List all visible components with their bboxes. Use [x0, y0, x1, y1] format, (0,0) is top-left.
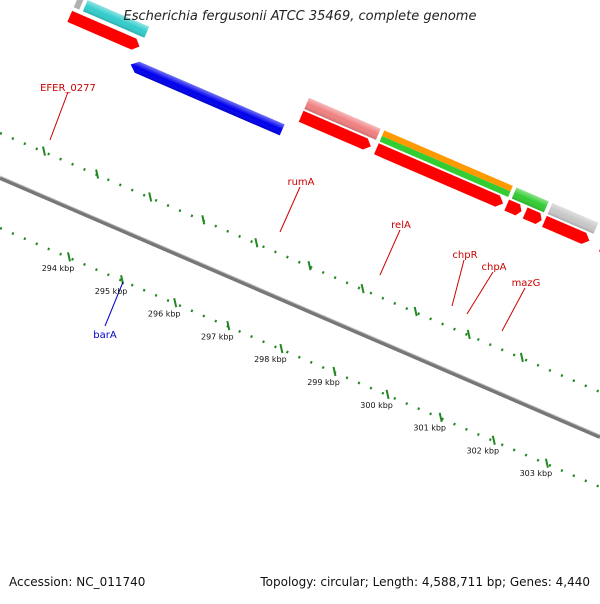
major-tick — [254, 238, 259, 248]
red-arrow-3[interactable] — [374, 143, 505, 209]
feature-rela-green[interactable] — [379, 135, 511, 197]
major-ticks — [42, 146, 549, 468]
scale-label: 299 kbp — [307, 378, 340, 387]
major-tick — [279, 343, 284, 354]
accession-text: Accession: NC_011740 — [9, 575, 146, 589]
scale-label: 295 kbp — [95, 287, 128, 296]
scale-label: 298 kbp — [254, 355, 287, 364]
scale-label: 303 kbp — [520, 469, 553, 478]
scale-labels: 294 kbp 295 kbp 296 kbp 297 kbp 298 kbp 299 k… — [42, 264, 553, 478]
red-arrow-6[interactable] — [542, 215, 592, 246]
major-tick — [173, 297, 178, 308]
leader-ruma — [279, 186, 301, 233]
page-title: Escherichia fergusonii ATCC 35469, compl… — [123, 9, 477, 24]
genome-backbone-highlight — [0, 175, 600, 436]
leader-chpa — [466, 271, 494, 315]
scale-label: 300 kbp — [360, 401, 393, 410]
leader-efer0277 — [49, 91, 69, 141]
feature-rela-orange[interactable] — [381, 130, 513, 192]
red-arrow-1[interactable] — [67, 10, 142, 52]
major-tick — [307, 260, 312, 271]
major-tick — [413, 306, 418, 317]
major-tick — [332, 366, 337, 377]
genome-summary-text: Topology: circular; Length: 4,588,711 bp… — [260, 575, 590, 589]
major-tick — [67, 252, 71, 262]
inner-tick-track — [0, 226, 600, 489]
label-efer0277[interactable]: EFER_0277 — [40, 83, 96, 94]
label-bara[interactable]: barA — [93, 330, 117, 341]
scale-label: 296 kbp — [148, 310, 181, 319]
label-mazg[interactable]: mazG — [512, 278, 541, 289]
outer-tick-track — [0, 131, 600, 394]
major-tick — [519, 352, 524, 363]
feature-gray-left[interactable] — [73, 0, 84, 10]
major-tick — [360, 283, 365, 294]
major-tick — [491, 435, 496, 445]
scale-label: 302 kbp — [466, 446, 499, 455]
leader-mazg — [501, 287, 526, 332]
major-tick — [95, 169, 100, 179]
genome-backbone — [0, 176, 600, 439]
label-chpa[interactable]: chpA — [481, 262, 506, 273]
major-tick — [466, 329, 471, 340]
major-tick — [148, 192, 153, 202]
major-tick — [385, 389, 390, 400]
scale-label: 294 kbp — [42, 264, 75, 273]
scale-label: 297 kbp — [201, 332, 234, 341]
scale-label: 301 kbp — [413, 424, 446, 433]
label-rela[interactable]: relA — [391, 220, 411, 231]
red-arrow-2[interactable] — [298, 110, 374, 152]
label-ruma[interactable]: rumA — [287, 177, 314, 188]
feature-band — [67, 0, 600, 296]
leader-bara — [104, 281, 124, 327]
major-tick — [438, 412, 443, 423]
leader-rela — [379, 229, 401, 276]
major-tick — [226, 320, 231, 331]
major-tick — [544, 458, 549, 468]
red-arrow-4[interactable] — [504, 199, 523, 217]
label-chpr[interactable]: chpR — [452, 250, 477, 261]
major-tick — [42, 146, 46, 156]
leader-chpr — [451, 259, 465, 307]
major-tick — [201, 215, 206, 225]
red-arrow-5[interactable] — [522, 207, 544, 225]
